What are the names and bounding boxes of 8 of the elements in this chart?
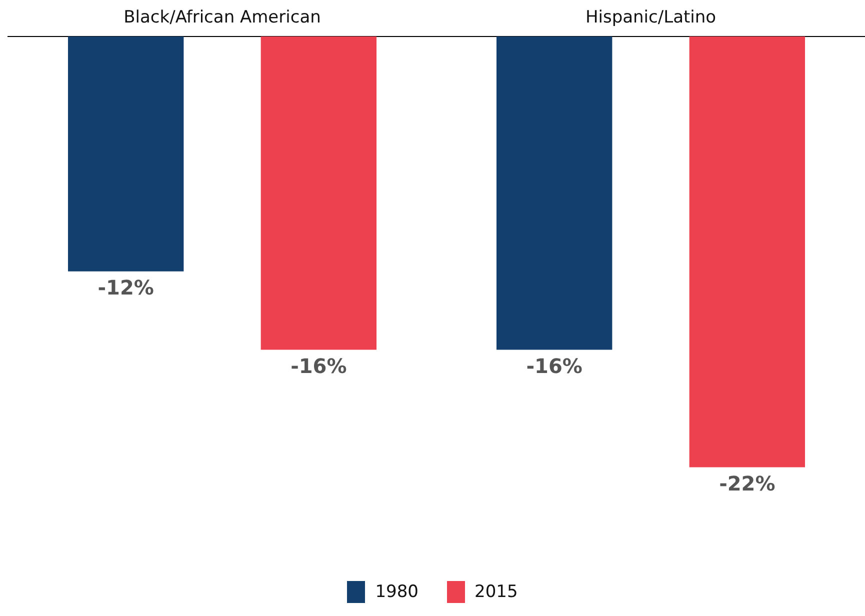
x-tick-label: Black/African American [124,8,321,28]
x-tick-label: Hispanic/Latino [585,8,716,28]
data-label: -22% [719,471,776,496]
data-label: -16% [290,354,347,378]
legend-label: 2015 [474,582,518,602]
data-label: -16% [526,354,582,378]
data-label: -12% [98,276,154,300]
legend-label: 1980 [375,582,418,602]
